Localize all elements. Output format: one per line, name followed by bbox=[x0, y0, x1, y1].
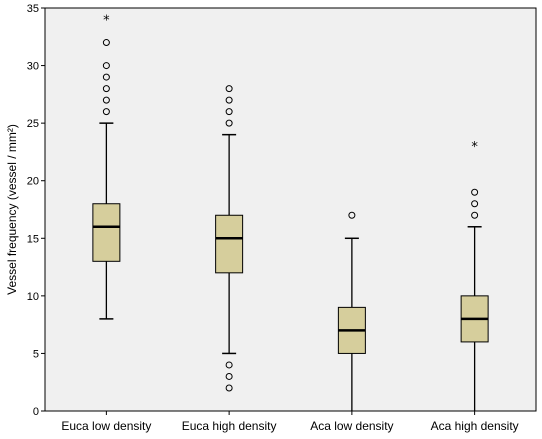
y-tick-label: 30 bbox=[27, 61, 39, 73]
extreme-point: * bbox=[471, 140, 478, 155]
boxes-group: ** bbox=[92, 14, 489, 411]
outlier-point bbox=[102, 73, 110, 81]
x-tick-label: Euca high density bbox=[182, 419, 277, 433]
extreme-point: * bbox=[103, 14, 110, 29]
box-group: * bbox=[460, 140, 489, 411]
outlier-point bbox=[102, 108, 110, 116]
y-tick-label: 25 bbox=[27, 118, 39, 130]
outlier-point bbox=[102, 85, 110, 93]
outlier-point bbox=[102, 62, 110, 70]
y-tick-label: 20 bbox=[27, 176, 39, 188]
x-tick-label: Aca high density bbox=[431, 419, 519, 433]
y-tick-label: 5 bbox=[33, 348, 39, 360]
x-axis: Euca low density Euca high density Aca low… bbox=[61, 411, 519, 433]
iqr-box bbox=[92, 203, 121, 262]
plot-area bbox=[44, 7, 537, 412]
x-tick-label: Euca low density bbox=[61, 419, 151, 433]
outlier-point bbox=[471, 200, 479, 208]
outlier-point bbox=[225, 96, 233, 104]
outlier-point bbox=[102, 39, 110, 47]
outlier-point bbox=[102, 96, 110, 104]
y-axis-title: Vessel frequency (vessel / mm²) bbox=[5, 124, 19, 295]
x-tick-label: Aca low density bbox=[310, 419, 393, 433]
outlier-point bbox=[348, 211, 356, 219]
box-group bbox=[337, 211, 366, 411]
outlier-point bbox=[225, 108, 233, 116]
outlier-point bbox=[225, 85, 233, 93]
box-group bbox=[215, 85, 244, 392]
outlier-point bbox=[225, 384, 233, 392]
y-tick-label: 10 bbox=[27, 291, 39, 303]
outlier-point bbox=[225, 372, 233, 380]
y-tick-label: 35 bbox=[27, 3, 39, 15]
outlier-point bbox=[225, 119, 233, 127]
iqr-box bbox=[215, 214, 244, 274]
box-group: * bbox=[92, 14, 121, 320]
outlier-point bbox=[471, 188, 479, 196]
y-axis: 0 5 10 15 20 25 30 35 bbox=[27, 3, 46, 418]
y-tick-label: 15 bbox=[27, 233, 39, 245]
outlier-point bbox=[225, 361, 233, 369]
y-tick-label: 0 bbox=[33, 406, 39, 418]
outlier-point bbox=[471, 211, 479, 219]
